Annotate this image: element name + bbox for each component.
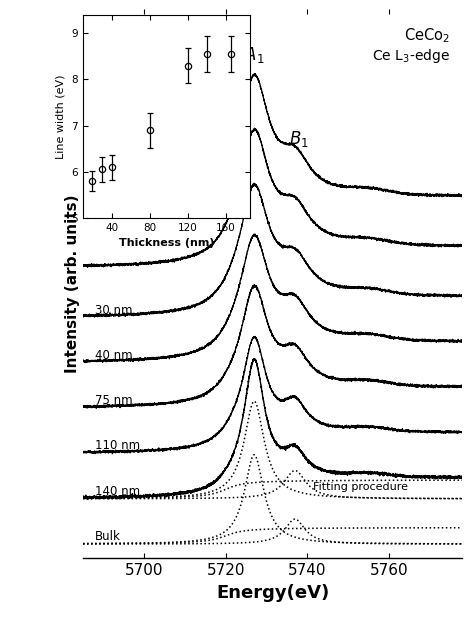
Text: 30 nm: 30 nm <box>95 304 133 317</box>
Text: Bulk: Bulk <box>95 530 121 543</box>
Text: $A_1$: $A_1$ <box>244 45 264 65</box>
X-axis label: Energy(eV): Energy(eV) <box>216 584 329 602</box>
Text: 140 nm: 140 nm <box>95 484 140 498</box>
Text: Ce L$_3$-edge: Ce L$_3$-edge <box>372 48 450 65</box>
Text: 75 nm: 75 nm <box>95 394 133 407</box>
Text: CeCo$_2$: CeCo$_2$ <box>404 27 450 45</box>
Y-axis label: Intensity (arb. units): Intensity (arb. units) <box>65 194 80 373</box>
Text: Fitting procedure: Fitting procedure <box>313 482 408 492</box>
Text: 110 nm: 110 nm <box>95 439 140 452</box>
Text: $B_1$: $B_1$ <box>289 129 309 149</box>
Text: 40 nm: 40 nm <box>95 349 133 362</box>
